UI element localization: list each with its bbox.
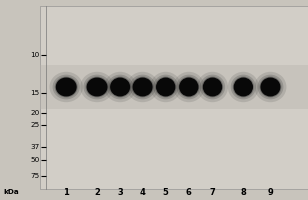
- Text: 37: 37: [30, 144, 39, 150]
- Ellipse shape: [50, 72, 83, 102]
- Ellipse shape: [200, 75, 225, 99]
- Text: 9: 9: [268, 188, 273, 197]
- Text: 20: 20: [30, 110, 39, 116]
- Ellipse shape: [107, 75, 133, 99]
- Text: 50: 50: [30, 157, 39, 163]
- Ellipse shape: [55, 77, 78, 97]
- Ellipse shape: [231, 75, 256, 99]
- Text: 8: 8: [241, 188, 246, 197]
- Ellipse shape: [150, 72, 181, 102]
- Ellipse shape: [259, 77, 282, 97]
- Ellipse shape: [153, 75, 178, 99]
- Ellipse shape: [233, 77, 254, 97]
- Ellipse shape: [86, 77, 108, 97]
- Ellipse shape: [173, 72, 204, 102]
- Ellipse shape: [179, 77, 199, 97]
- Ellipse shape: [178, 77, 200, 97]
- Ellipse shape: [197, 72, 228, 102]
- Text: 6: 6: [186, 188, 192, 197]
- Ellipse shape: [80, 72, 114, 102]
- Ellipse shape: [56, 77, 77, 97]
- Ellipse shape: [176, 75, 201, 99]
- Ellipse shape: [202, 77, 223, 97]
- Ellipse shape: [254, 72, 286, 102]
- Ellipse shape: [53, 75, 80, 99]
- Ellipse shape: [228, 72, 259, 102]
- Ellipse shape: [203, 77, 222, 97]
- Text: 7: 7: [210, 188, 215, 197]
- Ellipse shape: [257, 75, 283, 99]
- Ellipse shape: [127, 72, 159, 102]
- Ellipse shape: [133, 77, 153, 97]
- Text: 2: 2: [94, 188, 100, 197]
- Ellipse shape: [83, 75, 111, 99]
- Bar: [40, 65, 308, 109]
- Ellipse shape: [156, 77, 176, 97]
- Ellipse shape: [234, 77, 253, 97]
- Text: 15: 15: [30, 90, 39, 96]
- Ellipse shape: [130, 75, 156, 99]
- Ellipse shape: [104, 72, 136, 102]
- Text: kDa: kDa: [3, 189, 19, 195]
- Text: 4: 4: [140, 188, 146, 197]
- Bar: [40, 6, 308, 189]
- Ellipse shape: [132, 77, 154, 97]
- Ellipse shape: [155, 77, 176, 97]
- Text: 3: 3: [117, 188, 123, 197]
- Ellipse shape: [87, 77, 107, 97]
- Text: 5: 5: [163, 188, 169, 197]
- Ellipse shape: [261, 77, 280, 97]
- Text: 75: 75: [30, 173, 39, 179]
- Text: 1: 1: [63, 188, 69, 197]
- Ellipse shape: [110, 77, 130, 97]
- Ellipse shape: [109, 77, 131, 97]
- Text: 25: 25: [30, 122, 39, 128]
- Text: 10: 10: [30, 52, 39, 58]
